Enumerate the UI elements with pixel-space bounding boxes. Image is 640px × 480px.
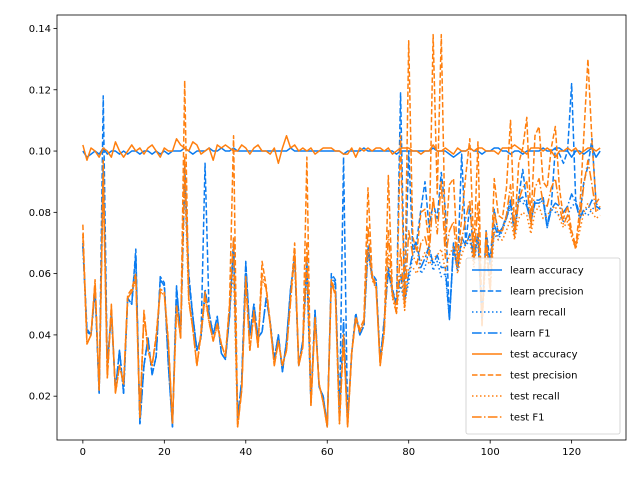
legend-label: learn F1: [510, 329, 551, 340]
legend-label: test precision: [510, 371, 578, 382]
x-tick-label: 60: [321, 447, 334, 458]
series-line-test-recall: [82, 180, 601, 428]
axes-frame: [56, 14, 627, 441]
y-tick-label: 0.10: [29, 147, 51, 158]
legend-label: test accuracy: [510, 350, 578, 361]
plot-lines: [82, 33, 601, 428]
x-tick-label: 80: [402, 447, 415, 458]
x-tick-label: 0: [80, 447, 86, 458]
legend-label: learn recall: [510, 308, 566, 319]
y-axis: 0.02 0.04 0.06 0.08 0.10 0.12 0.14: [29, 24, 57, 403]
y-tick-label: 0.08: [29, 208, 51, 219]
legend-label: test recall: [510, 392, 560, 403]
x-axis: 0 20 40 60 80 100 120: [80, 440, 581, 458]
y-tick-label: 0.02: [29, 392, 51, 403]
y-tick-label: 0.06: [29, 269, 51, 280]
legend-label: learn accuracy: [510, 266, 584, 277]
y-tick-label: 0.14: [29, 24, 51, 35]
legend-box: [465, 257, 621, 435]
series-line-test-accuracy: [82, 134, 601, 165]
x-tick-label: 120: [562, 447, 581, 458]
y-tick-label: 0.12: [29, 85, 51, 96]
x-tick-label: 20: [158, 447, 171, 458]
series-line-test-F1: [82, 156, 601, 428]
legend-label: test F1: [510, 413, 545, 424]
legend-label: learn precision: [510, 287, 584, 298]
legend: learn accuracy learn precision learn recal…: [465, 257, 621, 435]
x-tick-label: 100: [481, 447, 500, 458]
x-tick-label: 40: [239, 447, 252, 458]
y-tick-label: 0.04: [29, 330, 51, 341]
